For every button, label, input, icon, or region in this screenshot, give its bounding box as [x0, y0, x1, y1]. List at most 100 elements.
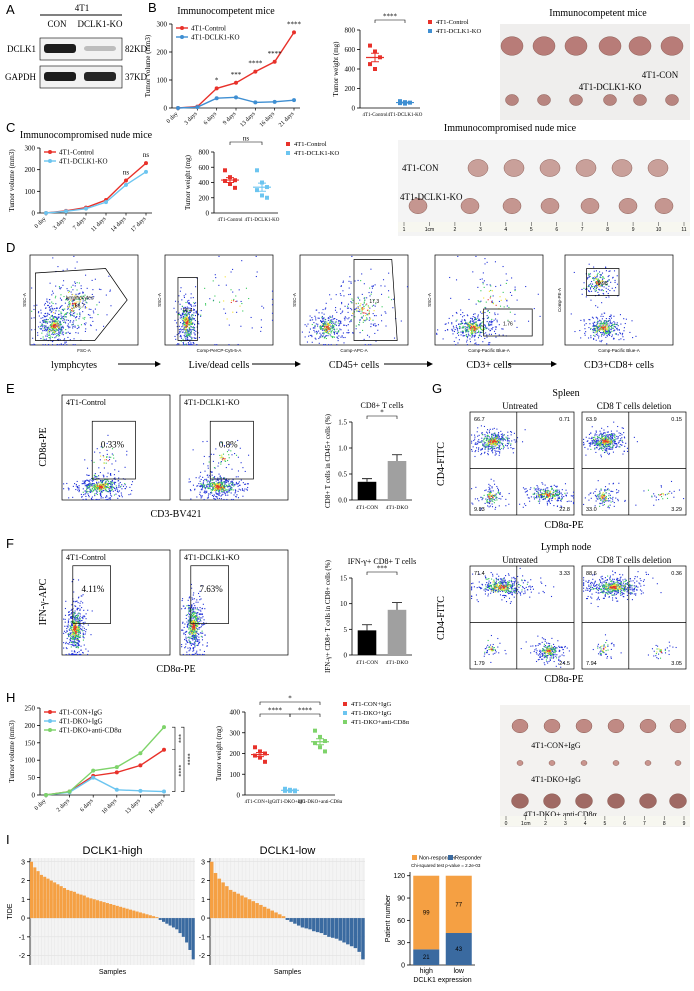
flow-event: [301, 331, 303, 333]
flow-event: [75, 620, 77, 622]
flow-event: [190, 629, 192, 631]
flow-event: [362, 321, 364, 323]
flow-event: [187, 608, 190, 610]
flow-event: [77, 296, 79, 298]
flow-event: [184, 608, 186, 610]
flow-event: [479, 324, 481, 326]
flow-event: [580, 337, 582, 339]
flow-event: [49, 305, 51, 308]
flow-event: [183, 626, 185, 628]
flow-event: [83, 644, 85, 646]
flow-event: [306, 325, 308, 327]
flow-event: [183, 311, 185, 313]
flow-event: [478, 344, 480, 346]
flow-event: [53, 321, 55, 323]
flow-event: [93, 312, 95, 314]
flow-event: [221, 442, 223, 444]
flow-event: [118, 486, 120, 488]
flow-event: [477, 314, 479, 316]
flow-event: [472, 324, 474, 326]
flow-event: [200, 610, 202, 612]
flow-event: [587, 277, 589, 279]
flow-event: [179, 290, 181, 292]
flow-event: [186, 317, 189, 319]
flow-event: [196, 618, 198, 620]
flow-event: [468, 321, 470, 323]
flow-event: [54, 337, 56, 339]
flow-event: [605, 324, 607, 326]
flow-event: [602, 276, 604, 278]
flow-event: [73, 651, 75, 653]
flow-event: [347, 318, 349, 320]
flow-event: [466, 330, 468, 332]
flow-event: [321, 320, 323, 323]
ruler-label: 6: [623, 821, 626, 827]
flow-event: [107, 434, 109, 436]
flow-event: [236, 483, 238, 485]
flow-event: [54, 324, 56, 326]
flow-event: [214, 483, 216, 485]
flow-event: [71, 300, 73, 302]
flow-event: [88, 487, 90, 489]
flow-event: [599, 324, 601, 326]
flow-event: [69, 326, 71, 328]
flow-event: [75, 617, 77, 619]
flow-event: [213, 453, 215, 455]
flow-event: [206, 490, 208, 492]
flow-event: [355, 302, 357, 304]
flow-event: [261, 305, 263, 307]
flow-event: [192, 326, 195, 328]
flow-event: [324, 327, 326, 329]
flow-event: [129, 486, 131, 488]
flow-event: [211, 485, 213, 487]
flow-event: [220, 483, 222, 485]
ruler-label: 8: [663, 821, 666, 827]
flow-event: [323, 317, 325, 319]
flow-event: [206, 491, 208, 494]
panel-letter: A: [6, 2, 15, 17]
flow-event: [76, 646, 78, 648]
flow-event: [54, 331, 56, 333]
flow-event: [205, 479, 207, 482]
photo: [398, 140, 690, 236]
flow-event: [223, 491, 225, 493]
flow-event: [479, 334, 481, 336]
flow-event: [367, 309, 369, 311]
flow-event: [632, 337, 634, 339]
flow-event: [373, 315, 376, 317]
flow-event: [338, 320, 340, 322]
flow-event: [77, 641, 80, 643]
flow-event: [51, 326, 53, 328]
flow-event: [495, 336, 497, 338]
flow-event: [225, 480, 227, 482]
flow-event: [182, 338, 184, 340]
flow-event: [47, 312, 49, 314]
flow-event: [190, 331, 192, 333]
flow-event: [74, 605, 76, 607]
flow-event: [183, 323, 185, 325]
flow-event: [68, 290, 70, 292]
flow-event: [182, 629, 184, 631]
flow-event: [190, 323, 192, 325]
flow-event: [608, 270, 610, 272]
flow-event: [605, 331, 607, 333]
flow-event: [78, 298, 80, 300]
flow-event: [214, 487, 217, 489]
flow-event: [186, 336, 188, 338]
flow-event: [225, 485, 227, 487]
flow-event: [214, 487, 216, 490]
flow-event: [587, 290, 590, 292]
flow-event: [491, 301, 493, 304]
flow-event: [185, 638, 187, 640]
flow-event: [193, 337, 195, 339]
flow-event: [72, 624, 74, 627]
flow-event: [597, 337, 600, 339]
blot-band: [84, 46, 116, 51]
flow-event: [74, 617, 76, 619]
flow-event: [217, 482, 219, 484]
flow-event: [598, 289, 600, 291]
flow-event: [78, 304, 80, 306]
flow-event: [188, 481, 190, 483]
flow-event: [96, 484, 98, 486]
flow-event: [69, 614, 71, 616]
